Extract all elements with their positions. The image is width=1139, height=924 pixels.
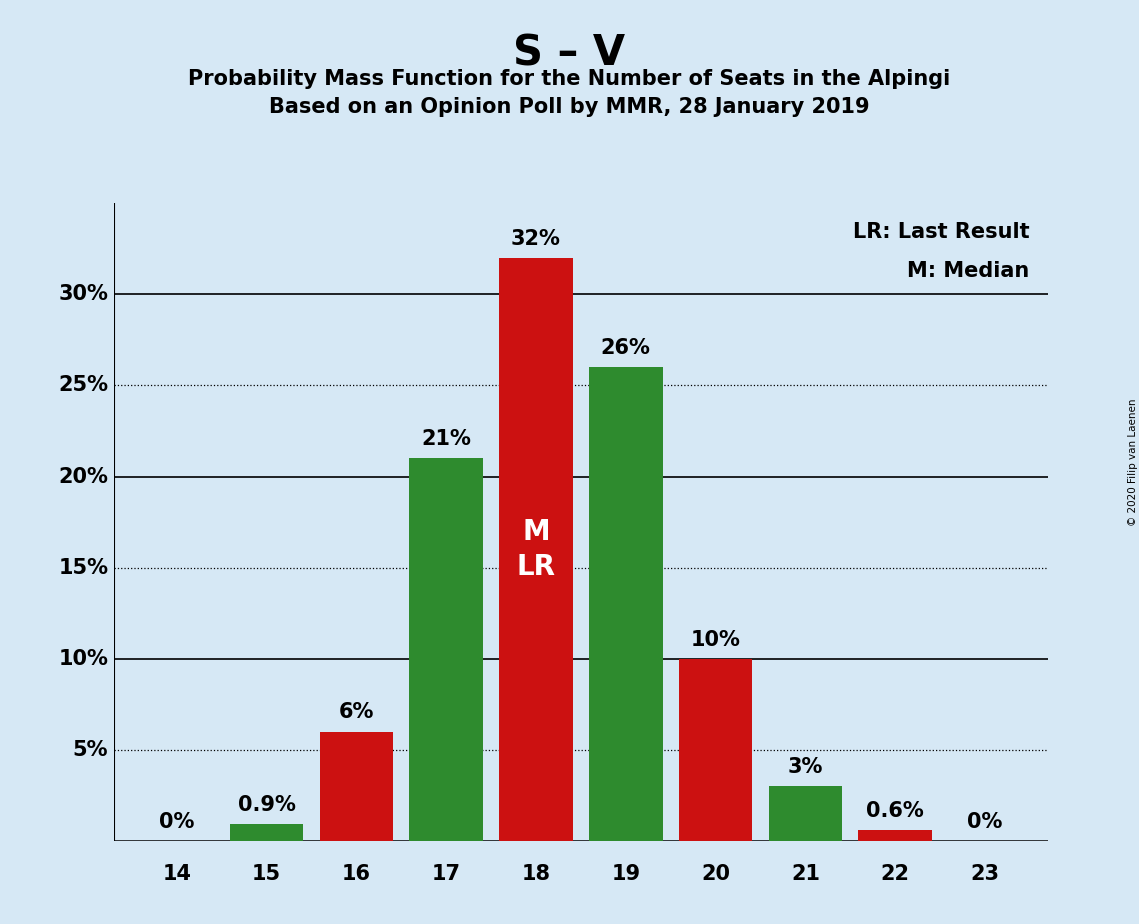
Text: 21: 21 bbox=[790, 864, 820, 884]
Bar bbox=[320, 732, 393, 841]
Text: Probability Mass Function for the Number of Seats in the Alpingi: Probability Mass Function for the Number… bbox=[188, 69, 951, 90]
Text: 20: 20 bbox=[702, 864, 730, 884]
Text: 0%: 0% bbox=[159, 811, 195, 832]
Text: 25%: 25% bbox=[58, 375, 108, 395]
Text: 20%: 20% bbox=[58, 467, 108, 487]
Bar bbox=[409, 458, 483, 841]
Text: 0%: 0% bbox=[967, 811, 1002, 832]
Bar bbox=[499, 258, 573, 841]
Bar bbox=[230, 824, 303, 841]
Text: 15%: 15% bbox=[58, 557, 108, 578]
Bar bbox=[859, 830, 932, 841]
Text: 10%: 10% bbox=[58, 649, 108, 669]
Text: 0.6%: 0.6% bbox=[867, 801, 924, 821]
Text: 0.9%: 0.9% bbox=[238, 796, 295, 815]
Text: 26%: 26% bbox=[601, 338, 650, 359]
Text: 16: 16 bbox=[342, 864, 371, 884]
Text: 5%: 5% bbox=[73, 740, 108, 760]
Text: 19: 19 bbox=[612, 864, 640, 884]
Text: M
LR: M LR bbox=[516, 518, 556, 580]
Text: 18: 18 bbox=[522, 864, 550, 884]
Text: 10%: 10% bbox=[690, 629, 740, 650]
Bar bbox=[589, 367, 663, 841]
Text: 22: 22 bbox=[880, 864, 910, 884]
Text: 30%: 30% bbox=[58, 285, 108, 304]
Text: M: Median: M: Median bbox=[907, 261, 1030, 281]
Text: 17: 17 bbox=[432, 864, 460, 884]
Text: 6%: 6% bbox=[338, 702, 374, 723]
Text: LR: Last Result: LR: Last Result bbox=[853, 223, 1030, 242]
Text: © 2020 Filip van Laenen: © 2020 Filip van Laenen bbox=[1129, 398, 1138, 526]
Text: 32%: 32% bbox=[511, 229, 560, 249]
Text: 21%: 21% bbox=[421, 429, 472, 449]
Text: 15: 15 bbox=[252, 864, 281, 884]
Text: S – V: S – V bbox=[514, 32, 625, 74]
Text: 3%: 3% bbox=[788, 757, 823, 777]
Text: 23: 23 bbox=[970, 864, 1000, 884]
Text: 14: 14 bbox=[162, 864, 191, 884]
Text: Based on an Opinion Poll by MMR, 28 January 2019: Based on an Opinion Poll by MMR, 28 Janu… bbox=[269, 97, 870, 117]
Bar bbox=[679, 659, 753, 841]
Bar bbox=[769, 786, 842, 841]
